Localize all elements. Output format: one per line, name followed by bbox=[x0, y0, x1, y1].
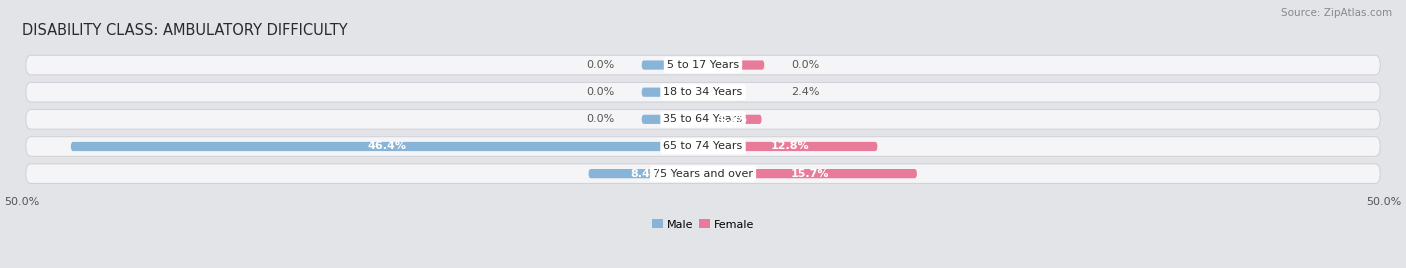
Text: 0.0%: 0.0% bbox=[586, 60, 614, 70]
FancyBboxPatch shape bbox=[589, 169, 703, 178]
FancyBboxPatch shape bbox=[25, 137, 1381, 156]
FancyBboxPatch shape bbox=[703, 115, 762, 124]
Text: Source: ZipAtlas.com: Source: ZipAtlas.com bbox=[1281, 8, 1392, 18]
Legend: Male, Female: Male, Female bbox=[647, 215, 759, 234]
Text: 4.3%: 4.3% bbox=[717, 114, 748, 124]
FancyBboxPatch shape bbox=[703, 60, 765, 70]
Text: 18 to 34 Years: 18 to 34 Years bbox=[664, 87, 742, 97]
FancyBboxPatch shape bbox=[641, 115, 703, 124]
FancyBboxPatch shape bbox=[703, 88, 735, 97]
Text: 12.8%: 12.8% bbox=[770, 142, 810, 151]
FancyBboxPatch shape bbox=[25, 55, 1381, 75]
Text: 35 to 64 Years: 35 to 64 Years bbox=[664, 114, 742, 124]
FancyBboxPatch shape bbox=[70, 142, 703, 151]
Text: 65 to 74 Years: 65 to 74 Years bbox=[664, 142, 742, 151]
Text: DISABILITY CLASS: AMBULATORY DIFFICULTY: DISABILITY CLASS: AMBULATORY DIFFICULTY bbox=[21, 23, 347, 38]
FancyBboxPatch shape bbox=[641, 88, 703, 97]
Text: 8.4%: 8.4% bbox=[630, 169, 661, 179]
FancyBboxPatch shape bbox=[703, 142, 877, 151]
Text: 75 Years and over: 75 Years and over bbox=[652, 169, 754, 179]
Text: 0.0%: 0.0% bbox=[586, 114, 614, 124]
Text: 0.0%: 0.0% bbox=[586, 87, 614, 97]
Text: 15.7%: 15.7% bbox=[790, 169, 830, 179]
Text: 46.4%: 46.4% bbox=[367, 142, 406, 151]
FancyBboxPatch shape bbox=[641, 60, 703, 70]
FancyBboxPatch shape bbox=[25, 164, 1381, 183]
Text: 2.4%: 2.4% bbox=[792, 87, 820, 97]
FancyBboxPatch shape bbox=[25, 83, 1381, 102]
Text: 0.0%: 0.0% bbox=[792, 60, 820, 70]
FancyBboxPatch shape bbox=[25, 110, 1381, 129]
Text: 5 to 17 Years: 5 to 17 Years bbox=[666, 60, 740, 70]
FancyBboxPatch shape bbox=[703, 169, 917, 178]
